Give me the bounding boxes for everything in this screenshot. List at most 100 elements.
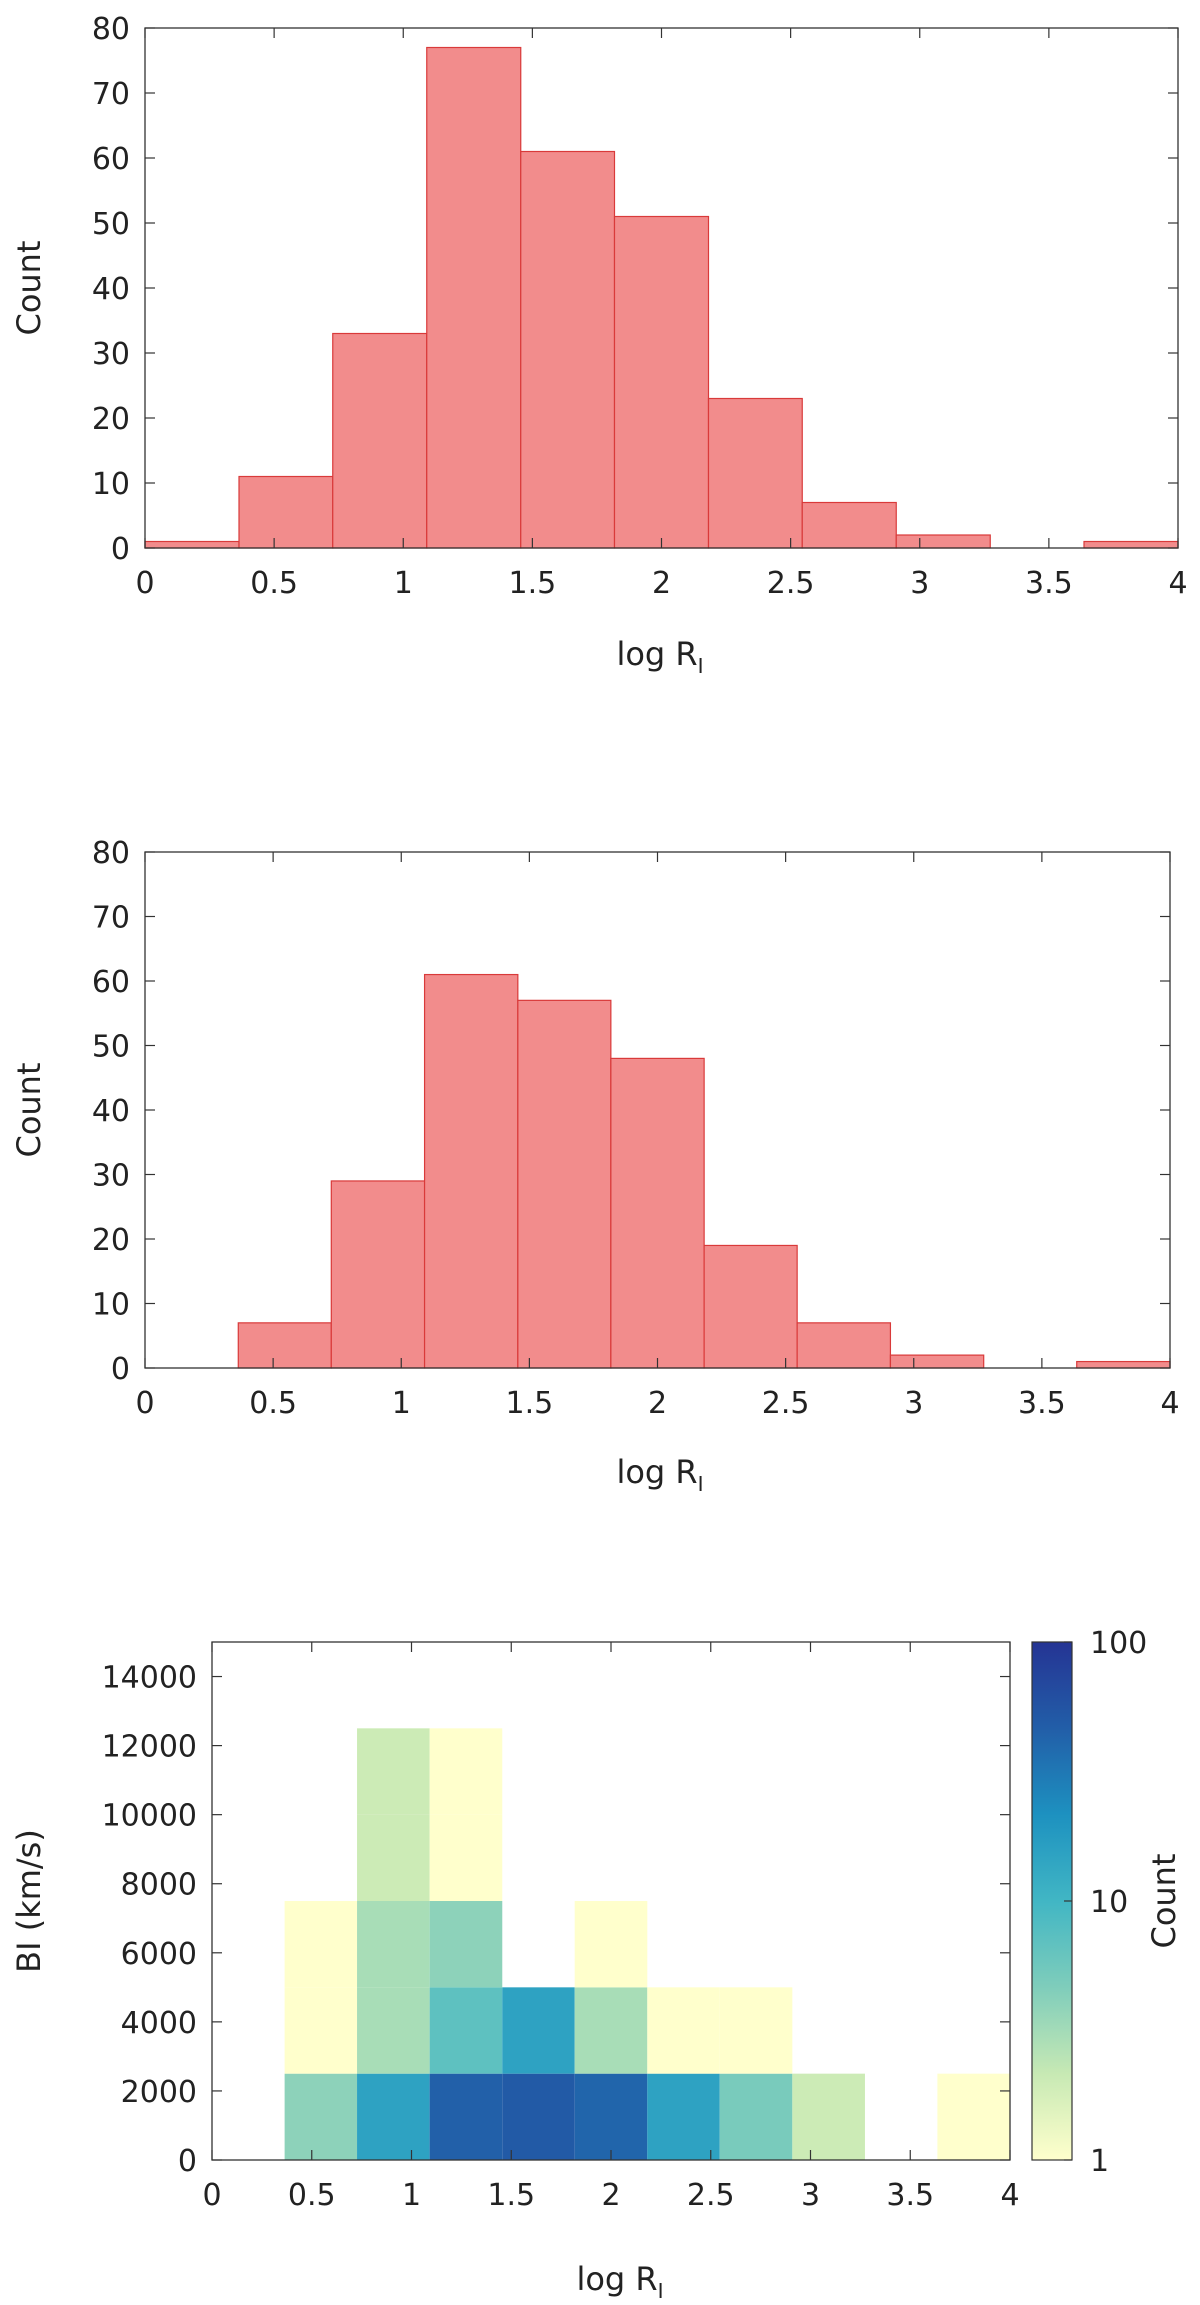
- histogram-bar: [520, 150, 616, 549]
- x-axis-label-subscript: I: [698, 654, 704, 678]
- histogram-bar: [144, 540, 240, 549]
- y-tick-label: 2000: [121, 2075, 197, 2110]
- x-tick-label: 0.5: [250, 566, 298, 601]
- histogram-bar: [426, 46, 522, 549]
- heatmap-cell: [647, 1987, 720, 2074]
- heatmap-cell: [429, 1901, 503, 1988]
- x-tick-label: 4: [1168, 566, 1187, 601]
- x-tick-label: 2: [652, 566, 671, 601]
- histogram-bar: [707, 397, 803, 549]
- x-tick-label: 2.5: [687, 2178, 735, 2213]
- heatmap-cell: [502, 1987, 575, 2074]
- x-tick-label: 1: [402, 2178, 421, 2213]
- heatmap-cell: [574, 1987, 648, 2074]
- y-tick-label: 50: [92, 1030, 130, 1065]
- x-tick-label: 0: [135, 566, 154, 601]
- heatmap-cell: [284, 1901, 358, 1988]
- y-tick-label: 40: [92, 1094, 130, 1129]
- y-tick-label: 0: [178, 2144, 197, 2179]
- x-axis-label-subscript: I: [658, 2279, 664, 2300]
- histogram-bar: [703, 1244, 798, 1369]
- histogram-bar: [237, 1322, 332, 1369]
- histogram-bar: [330, 1180, 426, 1369]
- colorbar-tick-label: 100: [1090, 1626, 1147, 1661]
- y-axis-label: BI (km/s): [10, 1829, 48, 1973]
- x-tick-label: 0.5: [288, 2178, 336, 2213]
- x-tick-label: 1: [394, 566, 413, 601]
- histogram-bar: [1076, 1360, 1171, 1369]
- histogram-bar: [517, 999, 612, 1369]
- y-tick-label: 10000: [102, 1799, 197, 1834]
- heatmap-cell: [357, 1987, 430, 2074]
- x-tick-label: 0: [202, 2178, 221, 2213]
- y-tick-label: 12000: [102, 1730, 197, 1765]
- y-tick-label: 70: [92, 901, 130, 936]
- histogram-bar: [796, 1322, 892, 1369]
- colorbar-tick-label: 10: [1090, 1885, 1128, 1920]
- x-axis-label-main: log R: [576, 2260, 657, 2298]
- heatmap: 0 0.5 1 1.5 2 2.5 3 3.5 4 0 2000 4000 6000 8000 10000 1…: [10, 1641, 1020, 2303]
- y-axis-label: Count: [10, 240, 48, 335]
- y-tick-label: 4000: [121, 2006, 197, 2041]
- histogram-bar: [332, 332, 428, 549]
- x-tick-label: 4: [1160, 1386, 1179, 1421]
- y-tick-label: 20: [92, 1223, 130, 1258]
- x-tick-label: 1: [392, 1386, 411, 1421]
- x-tick-label: 3: [801, 2178, 820, 2213]
- x-tick-label: 2: [601, 2178, 620, 2213]
- histogram-bar: [613, 215, 710, 549]
- y-tick-label: 0: [111, 532, 130, 567]
- y-tick-label: 70: [92, 77, 130, 112]
- x-tick-label: 3.5: [886, 2178, 934, 2213]
- x-axis-label-main: log R: [616, 1453, 697, 1491]
- y-tick-label: 20: [92, 402, 130, 437]
- heatmap-cell: [429, 1987, 503, 2074]
- y-tick-label: 40: [92, 272, 130, 307]
- heatmap-cell: [937, 2073, 1010, 2160]
- x-tick-label: 2: [648, 1386, 667, 1421]
- x-tick-label: 3.5: [1025, 566, 1073, 601]
- histogram-bar: [238, 475, 334, 549]
- x-tick-label: 3: [904, 1386, 923, 1421]
- heatmap-cell: [284, 2073, 358, 2160]
- heatmap-cell: [357, 1814, 430, 1901]
- x-tick-label: 3.5: [1018, 1386, 1066, 1421]
- colorbar: 1 10 100 Count: [1031, 1626, 1183, 2179]
- heatmap-cell: [792, 2073, 865, 2160]
- heatmap-cell: [429, 2073, 503, 2160]
- x-tick-label: 0: [135, 1386, 154, 1421]
- x-axis-label-subscript: I: [698, 1472, 704, 1496]
- heatmap-cell: [357, 1901, 430, 1988]
- heatmap-cell: [357, 2073, 430, 2160]
- x-tick-label: 1.5: [506, 1386, 554, 1421]
- histogram-bar: [1083, 540, 1179, 549]
- y-tick-label: 30: [92, 337, 130, 372]
- histogram-bar: [610, 1057, 705, 1369]
- heatmap-cell: [647, 2073, 720, 2160]
- y-tick-label: 10: [92, 1288, 130, 1323]
- y-tick-label: 30: [92, 1159, 130, 1194]
- x-tick-label: 1.5: [509, 566, 557, 601]
- y-tick-label: 14000: [102, 1661, 197, 1696]
- histogram-bar: [801, 501, 897, 549]
- histogram-bar: [889, 1354, 985, 1369]
- y-tick-label: 0: [111, 1352, 130, 1387]
- colorbar-label: Count: [1145, 1853, 1183, 1948]
- heatmap-cell: [284, 1987, 358, 2074]
- x-tick-label: 3: [910, 566, 929, 601]
- colorbar-tick-label: 1: [1090, 2144, 1109, 2179]
- y-axis-label: Count: [10, 1062, 48, 1157]
- heatmap-cell: [719, 1987, 793, 2074]
- y-tick-label: 80: [92, 836, 130, 871]
- y-tick-label: 60: [92, 142, 130, 177]
- y-tick-label: 8000: [121, 1868, 197, 1903]
- x-tick-label: 2.5: [762, 1386, 810, 1421]
- histogram-bar: [895, 534, 991, 549]
- y-tick-label: 10: [92, 467, 130, 502]
- heatmap-cell: [574, 1901, 648, 1988]
- x-tick-label: 0.5: [249, 1386, 297, 1421]
- heatmap-cell: [574, 2073, 648, 2160]
